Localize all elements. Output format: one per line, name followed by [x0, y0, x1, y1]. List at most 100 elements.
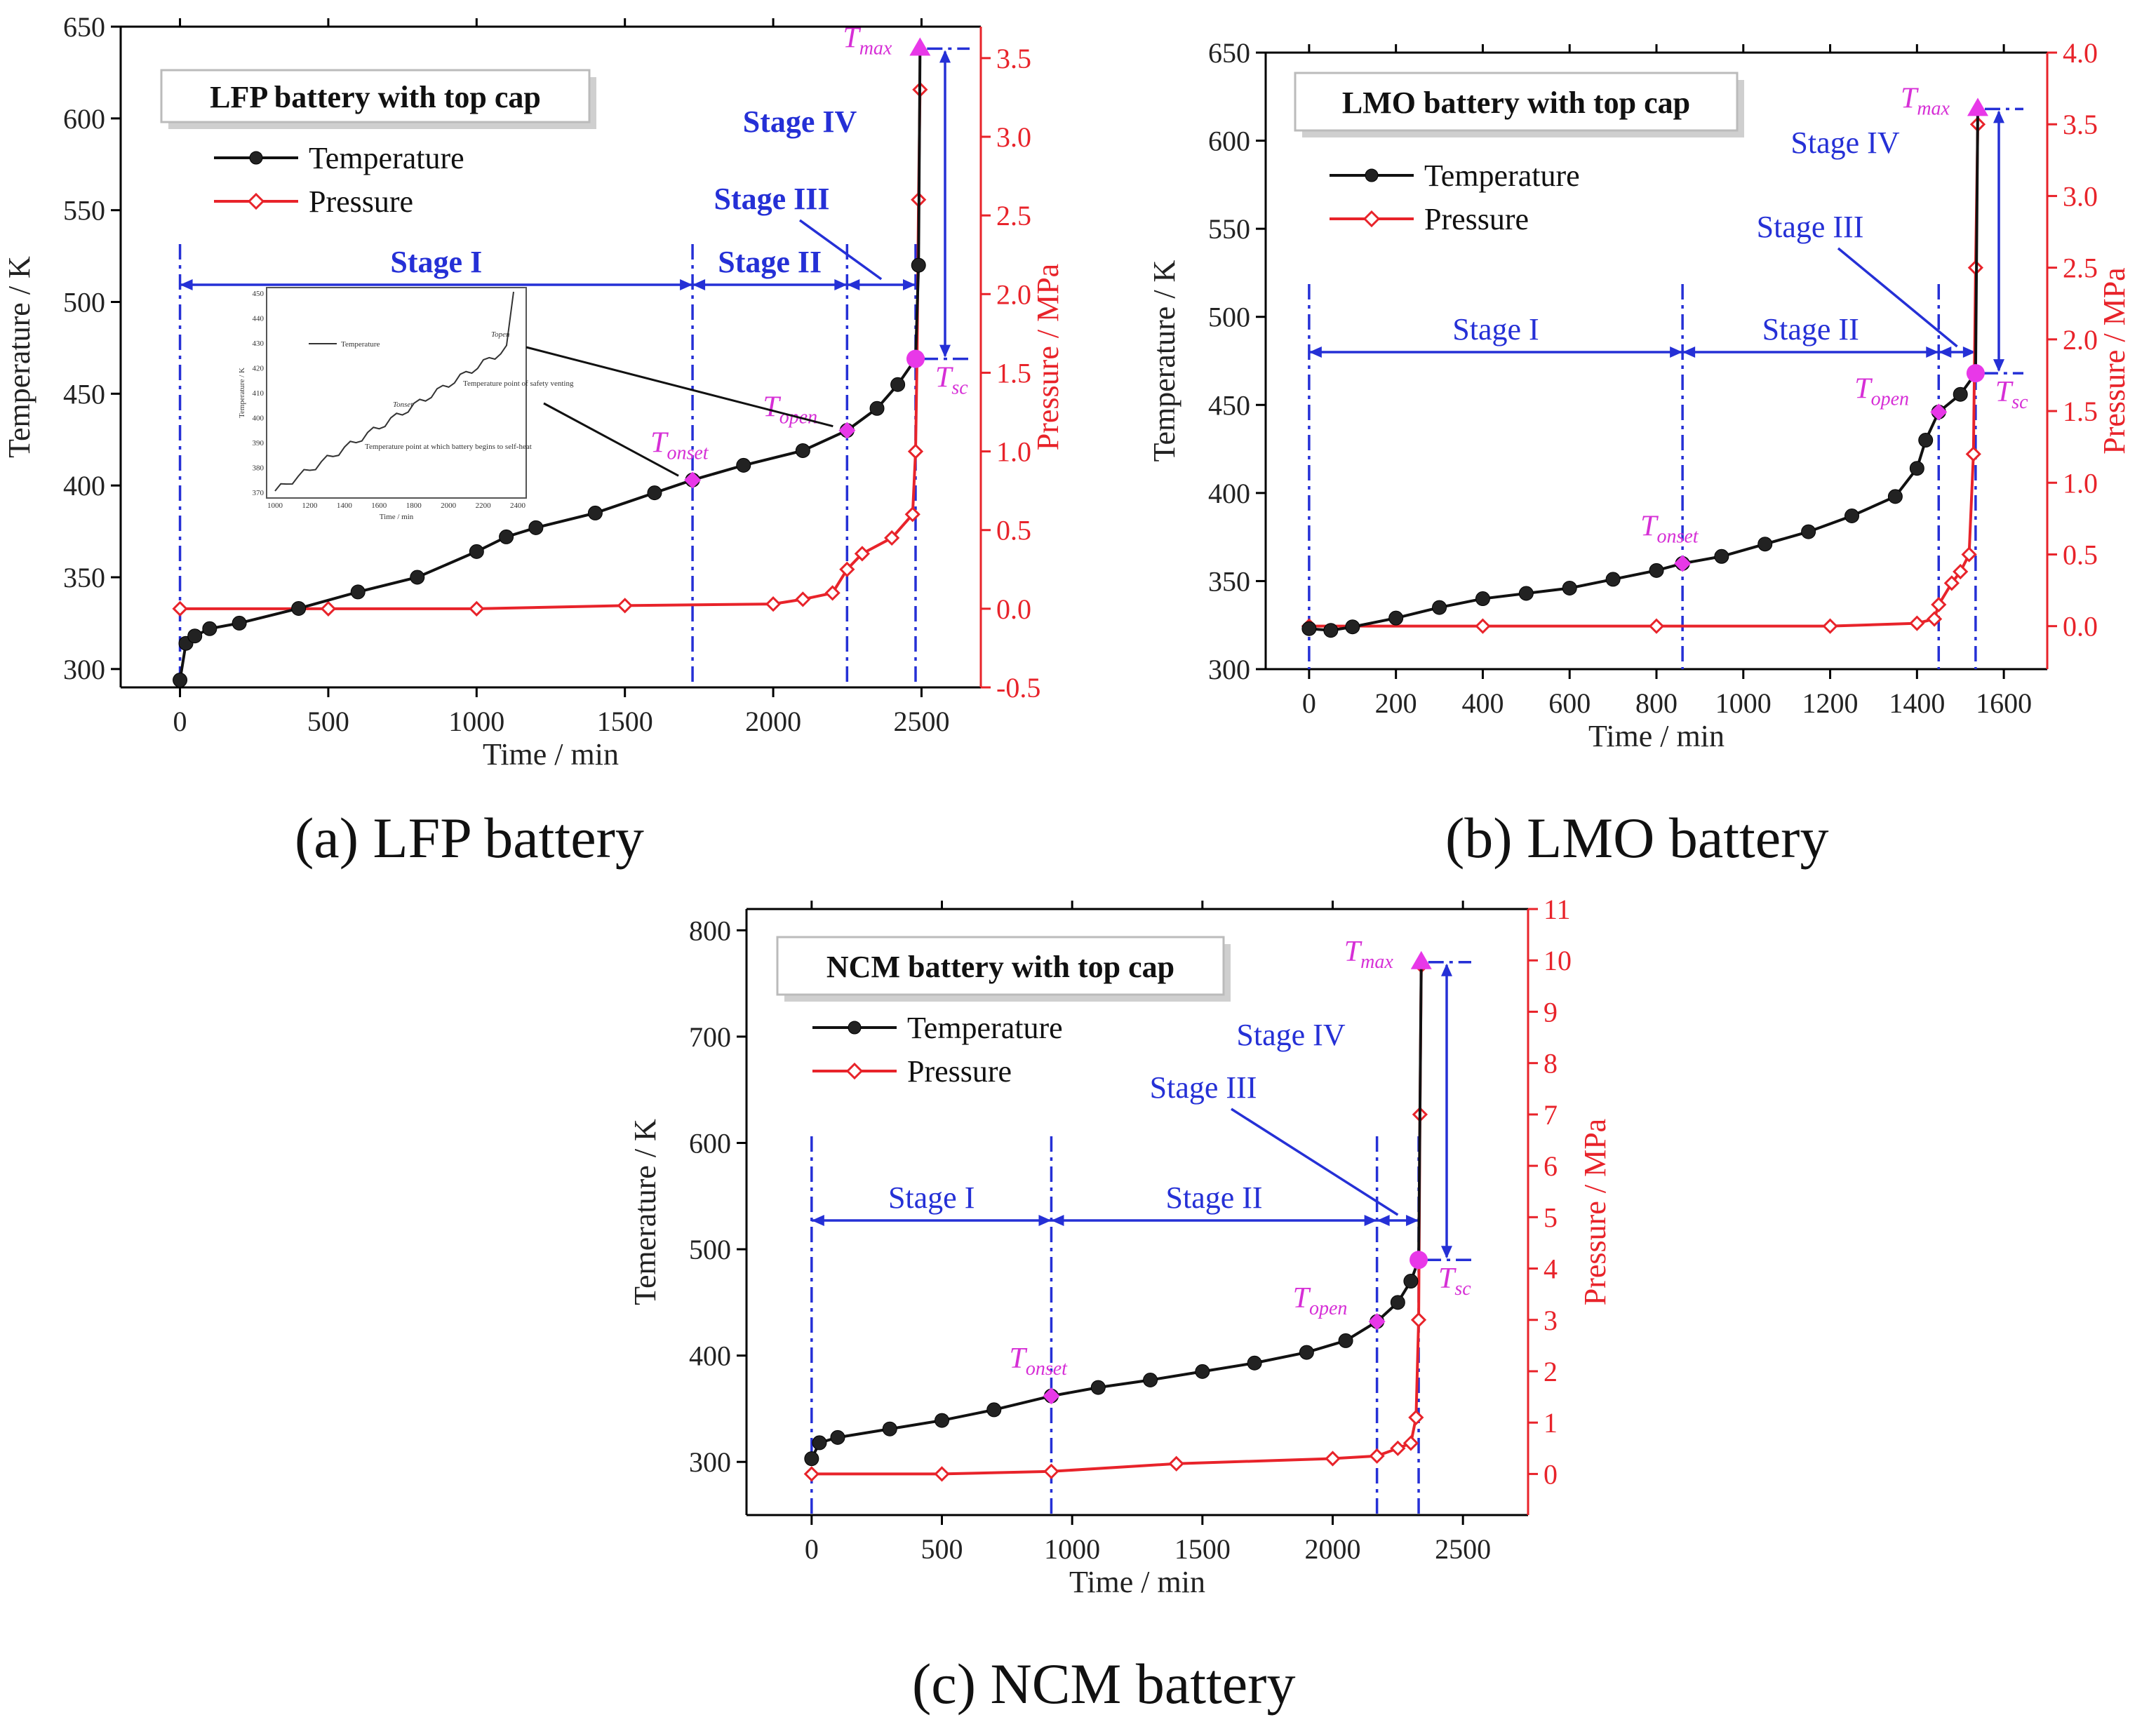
y-tick-label: 500 [1208, 302, 1250, 333]
x-tick-label: 1200 [1802, 687, 1859, 719]
stage-3-pointer [798, 219, 883, 281]
pressure-point [765, 596, 782, 612]
stage-1-label: Stage I [888, 1180, 975, 1215]
marker-label-letter: T [1640, 510, 1659, 542]
inset-x-tick-label: 2000 [441, 502, 457, 510]
tsc-marker [906, 349, 925, 368]
stage-3-label: Stage III [1150, 1070, 1257, 1105]
y-axis-title: Temerature / K [628, 1119, 662, 1305]
stage-4-arrow-head-top [1441, 963, 1452, 976]
x-axis-title: Time / min [1069, 1565, 1205, 1599]
x-tick-label: 1000 [1715, 687, 1772, 719]
pressure-point [795, 591, 811, 607]
y-tick-label: 300 [63, 654, 105, 685]
pressure-point [884, 530, 900, 546]
inset-y-tick-label: 410 [253, 389, 265, 398]
pressure-point [1408, 1409, 1424, 1426]
inset-y-tick-label: 390 [253, 439, 265, 448]
temperature-point [647, 485, 662, 501]
marker-label-sc: Tsc [1995, 376, 2028, 413]
x-tick-label: 1000 [1044, 1533, 1100, 1565]
stage-1-arrow-head-right [1670, 346, 1683, 358]
temperature-point [1388, 610, 1404, 626]
legend-pres-marker [1362, 210, 1381, 228]
pressure-point [617, 598, 633, 614]
y2-tick-label: 2.5 [2063, 253, 2098, 284]
chart-title: LFP battery with top cap [210, 80, 541, 114]
y2-tick-label: 1.5 [2063, 396, 2098, 427]
x-axis-title: Time / min [1588, 719, 1725, 753]
y-tick-label: 600 [63, 103, 105, 135]
x-tick-label: 800 [1635, 687, 1678, 719]
pressure-point [1369, 1448, 1385, 1464]
temperature-point [1918, 433, 1934, 448]
temperature-series-line [178, 48, 922, 680]
stage-3-arrow-head-left [1939, 346, 1952, 358]
temperature-point [187, 628, 203, 644]
pressure-point [1931, 596, 1947, 613]
chart-title: NCM battery with top cap [826, 950, 1174, 984]
stage-4-label: Stage IV [1790, 126, 1899, 160]
tsc-marker [1966, 364, 1985, 383]
x-tick-label: 2500 [893, 706, 949, 737]
x-tick-label: 1500 [1174, 1533, 1231, 1565]
y-tick-label: 700 [689, 1021, 731, 1053]
y2-tick-label: 3.0 [996, 121, 1031, 153]
x-tick-label: 2500 [1435, 1533, 1491, 1565]
inset-y-tick-label: 420 [253, 365, 265, 373]
pressure-point [1822, 618, 1838, 634]
temperature-point [1301, 621, 1317, 636]
y-tick-label: 500 [63, 287, 105, 318]
panel-ncm: 0 500 1000 1500 2000 2500 300 400 500 600 700 800 0 1… [628, 894, 1612, 1599]
inset-x-tick-label: 1600 [371, 502, 387, 510]
marker-label-max: Tmax [1901, 82, 1950, 119]
marker-label-subscript: max [1360, 951, 1393, 973]
legend-pres-label: Pressure [907, 1054, 1012, 1089]
y-tick-label: 300 [1208, 654, 1250, 685]
stage-1-arrow-head-left [811, 1215, 824, 1226]
temperature-point [1323, 623, 1339, 638]
inset-y-tick-label: 400 [253, 415, 265, 423]
temperature-point [469, 544, 484, 559]
x-tick-label: 0 [173, 706, 187, 737]
inset-y-tick-label: 450 [253, 290, 265, 298]
temperature-point [173, 673, 188, 688]
marker-label-max: Tmax [843, 22, 892, 59]
marker-label-subscript: onset [667, 442, 709, 464]
x-tick-label: 2000 [745, 706, 801, 737]
y-tick-label: 450 [63, 378, 105, 410]
marker-label-letter: T [763, 391, 781, 424]
panel-caption: (c) NCM battery [912, 1652, 1296, 1716]
marker-label-letter: T [1293, 1282, 1311, 1314]
y-tick-label: 600 [1208, 126, 1250, 157]
marker-label-letter: T [843, 22, 861, 54]
y-tick-label: 400 [63, 470, 105, 502]
marker-label-letter: T [1854, 372, 1873, 405]
temperature-point [1345, 619, 1360, 635]
stage-3-arrow-head-right [1962, 346, 1976, 358]
y2-axis-title: Pressure / MPa [2097, 267, 2131, 454]
y2-tick-label: 5 [1544, 1202, 1558, 1233]
legend-temp-label: Temperature [309, 141, 464, 175]
tmax-marker [1410, 950, 1432, 969]
inset-x-tick-label: 1800 [406, 502, 422, 510]
marker-label-subscript: onset [1656, 525, 1699, 547]
y2-tick-label: 0.5 [2063, 539, 2098, 570]
stage-1-label: Stage I [1452, 312, 1539, 346]
stage-4-arrow-head-bottom [1441, 1246, 1452, 1259]
temperature-point [1090, 1380, 1106, 1395]
x-tick-label: 0 [805, 1533, 819, 1565]
legend-temp-label: Temperature [1424, 159, 1580, 193]
temperature-point [795, 443, 810, 458]
temperature-point [1801, 524, 1816, 539]
y2-tick-label: 10 [1544, 945, 1572, 976]
stage-2-arrow-head-right [1926, 346, 1939, 358]
inset-open-label: Topen [491, 330, 510, 339]
y2-tick-label: 11 [1544, 894, 1571, 925]
y-tick-label: 400 [1208, 478, 1250, 509]
pressure-series-line [811, 965, 1423, 1476]
stage-3-arrow-head-left [847, 279, 860, 290]
legend-pres-marker [845, 1062, 864, 1080]
temperature-point [986, 1402, 1002, 1418]
temperature-point [1714, 549, 1729, 564]
